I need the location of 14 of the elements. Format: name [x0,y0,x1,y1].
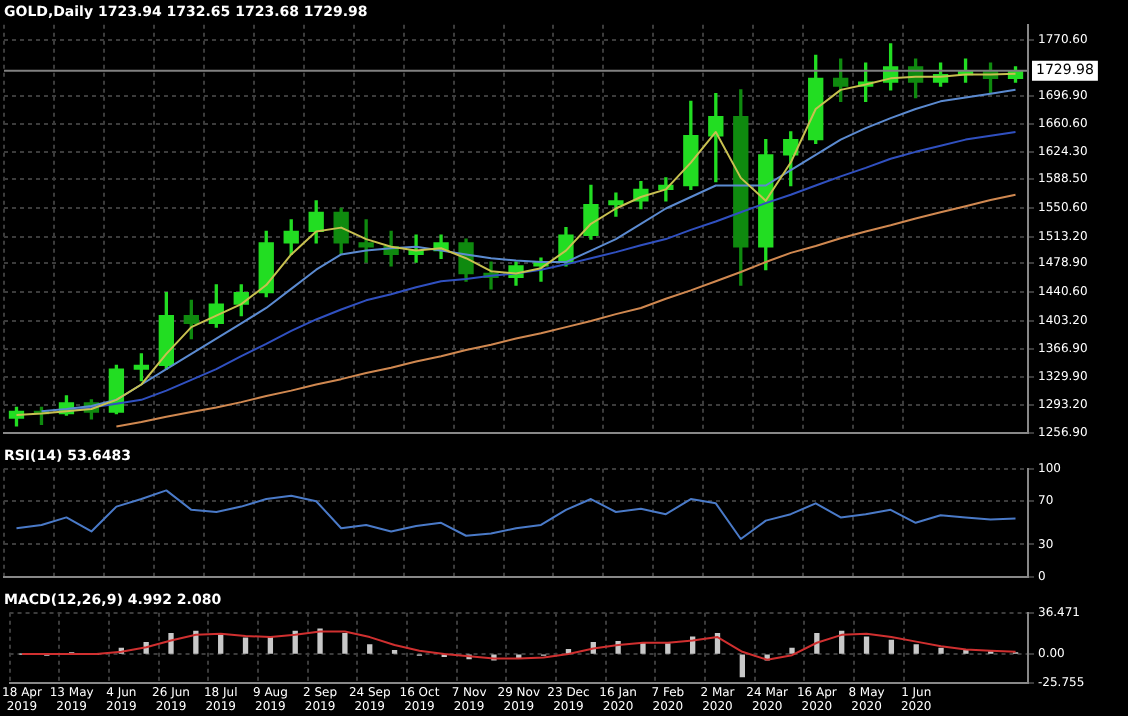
bar [913,644,919,654]
bar [367,644,373,654]
candlestick [358,219,374,263]
bar [317,628,323,654]
bar [863,636,870,654]
bar [789,647,795,654]
bar [242,637,249,654]
bar [342,633,348,654]
bar [739,654,745,678]
bar [218,634,224,654]
bar [193,630,199,654]
bar [888,639,895,654]
bar [168,633,174,654]
bar [938,647,944,654]
